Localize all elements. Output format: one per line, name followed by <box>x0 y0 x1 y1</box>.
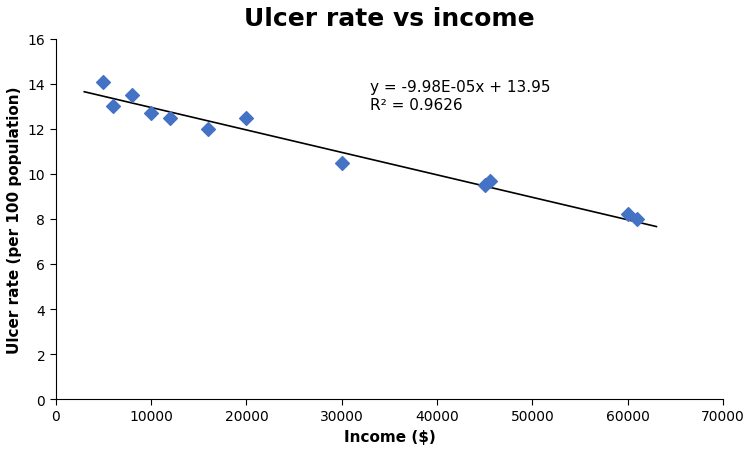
Y-axis label: Ulcer rate (per 100 population): Ulcer rate (per 100 population) <box>7 86 22 353</box>
Text: y = -9.98E-05x + 13.95
R² = 0.9626: y = -9.98E-05x + 13.95 R² = 0.9626 <box>370 80 551 112</box>
Point <box>97 79 109 86</box>
Point <box>479 182 491 189</box>
Point <box>107 104 119 111</box>
Point <box>145 110 157 118</box>
Point <box>632 216 644 223</box>
Point <box>241 115 253 122</box>
Point <box>164 115 176 122</box>
Title: Ulcer rate vs income: Ulcer rate vs income <box>244 7 535 31</box>
X-axis label: Income ($): Income ($) <box>344 429 435 444</box>
Point <box>126 92 138 100</box>
Point <box>335 160 347 167</box>
Point <box>622 212 634 219</box>
Point <box>484 178 496 185</box>
Point <box>202 126 214 133</box>
